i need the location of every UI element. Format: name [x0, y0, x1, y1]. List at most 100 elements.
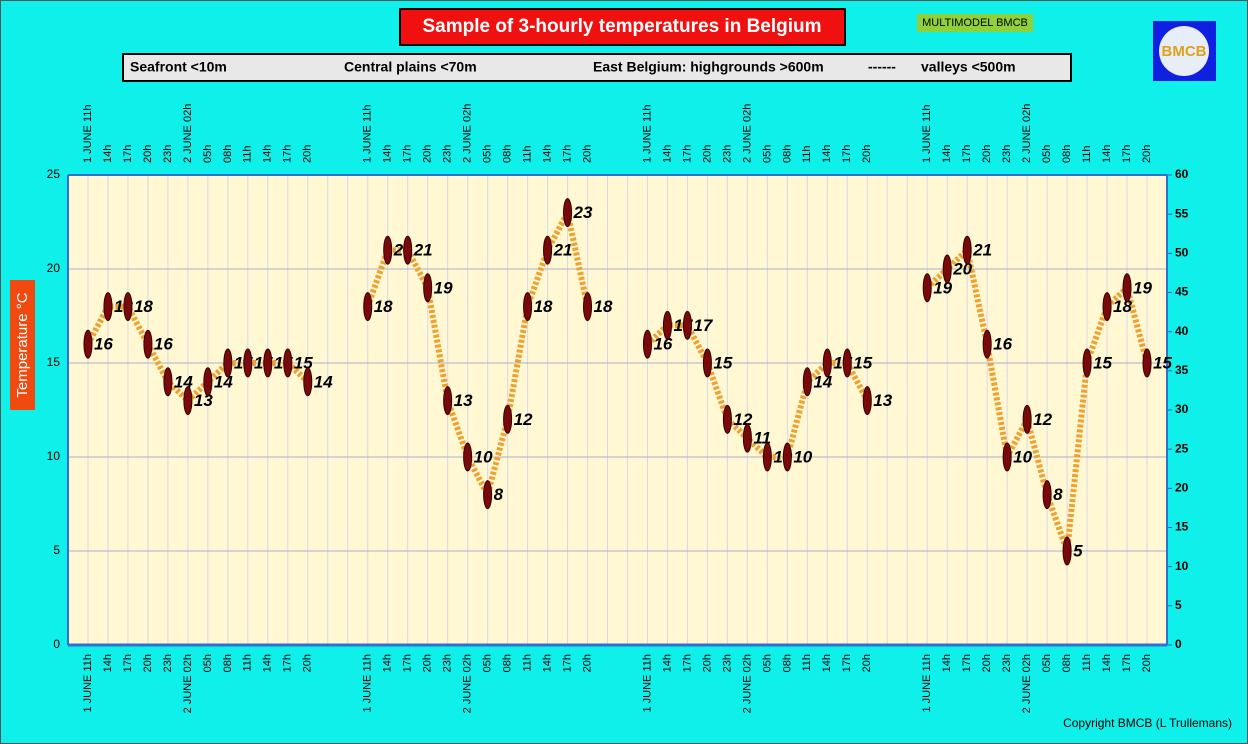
x-tick-label-top: 14h: [541, 145, 553, 163]
x-tick-label-bottom: 20h: [981, 654, 993, 672]
x-tick-label-bottom: 2 JUNE 02h: [182, 654, 194, 713]
x-tick-label-top: 17h: [122, 145, 134, 163]
marker: [1062, 536, 1072, 566]
data-label: 17: [693, 316, 713, 335]
logo-text: BMCB: [1162, 43, 1207, 60]
data-label: 10: [793, 447, 812, 466]
marker: [523, 292, 533, 322]
data-label: 15: [853, 353, 872, 372]
marker: [682, 310, 692, 340]
data-label: 19: [434, 278, 453, 297]
x-tick-label-top: 1 JUNE 11h: [362, 105, 374, 164]
x-tick-label-bottom: 20h: [701, 654, 713, 672]
legend-text: East Belgium: highgrounds >600m: [593, 59, 824, 75]
y2-tick-label: 25: [1175, 441, 1189, 455]
x-tick-label-top: 11h: [1081, 145, 1093, 163]
x-tick-label-top: 08h: [781, 145, 793, 163]
x-tick-label-top: 05h: [482, 145, 494, 163]
marker: [443, 386, 453, 416]
x-tick-label-top: 17h: [841, 145, 853, 163]
marker: [363, 292, 373, 322]
plot-area: [67, 174, 1168, 646]
data-label: 16: [993, 335, 1012, 354]
x-tick-label-top: 14h: [661, 145, 673, 163]
y-tick-label: 0: [53, 637, 60, 651]
marker: [762, 442, 772, 472]
marker: [922, 273, 932, 303]
data-label: 8: [494, 485, 504, 504]
x-tick-label-top: 05h: [1041, 145, 1053, 163]
marker: [842, 348, 852, 378]
x-tick-label-bottom: 20h: [302, 654, 314, 672]
x-tick-label-bottom: 1 JUNE 11h: [362, 654, 374, 713]
x-tick-label-top: 2 JUNE 02h: [1021, 104, 1033, 163]
data-label: 5: [1073, 541, 1083, 560]
data-label: 15: [294, 353, 313, 372]
data-label: 14: [314, 372, 333, 391]
marker: [1142, 348, 1152, 378]
x-tick-label-top: 20h: [701, 145, 713, 163]
marker: [742, 423, 752, 453]
x-tick-label-bottom: 1 JUNE 11h: [921, 654, 933, 713]
x-tick-label-top: 17h: [282, 145, 294, 163]
data-label: 16: [154, 335, 173, 354]
y-axis-label: Temperature °C: [14, 292, 31, 397]
marker: [942, 254, 952, 284]
marker: [1002, 442, 1012, 472]
x-tick-label-bottom: 11h: [521, 654, 533, 672]
x-tick-label-top: 20h: [302, 145, 314, 163]
marker: [563, 198, 573, 228]
y2-tick-label: 35: [1175, 363, 1189, 377]
marker: [223, 348, 233, 378]
marker: [123, 292, 133, 322]
x-tick-label-bottom: 20h: [142, 654, 154, 672]
marker: [503, 404, 513, 434]
x-tick-label-top: 11h: [242, 145, 254, 163]
x-tick-label-bottom: 2 JUNE 02h: [1021, 654, 1033, 713]
x-tick-label-bottom: 14h: [102, 654, 114, 672]
data-label: 16: [94, 335, 113, 354]
marker: [203, 367, 213, 397]
legend-text: valleys <500m: [921, 59, 1016, 75]
x-tick-label-bottom: 20h: [422, 654, 434, 672]
x-tick-label-top: 08h: [1061, 145, 1073, 163]
x-tick-label-bottom: 20h: [1141, 654, 1153, 672]
marker: [1102, 292, 1112, 322]
legend-text: Seafront <10m: [130, 59, 227, 75]
x-tick-label-top: 1 JUNE 11h: [82, 105, 94, 164]
marker: [662, 310, 672, 340]
y-tick-label: 20: [47, 261, 61, 275]
marker: [103, 292, 113, 322]
x-tick-label-bottom: 14h: [1101, 654, 1113, 672]
marker: [543, 235, 553, 265]
marker: [263, 348, 273, 378]
marker: [1022, 404, 1032, 434]
x-tick-label-top: 14h: [102, 145, 114, 163]
x-tick-label-top: 05h: [761, 145, 773, 163]
marker: [143, 329, 153, 359]
x-tick-label-top: 2 JUNE 02h: [462, 104, 474, 163]
x-tick-label-top: 17h: [961, 145, 973, 163]
y2-tick-label: 60: [1175, 167, 1189, 181]
data-label: 18: [534, 297, 553, 316]
marker: [822, 348, 832, 378]
x-tick-label-bottom: 17h: [681, 654, 693, 672]
x-tick-label-bottom: 1 JUNE 11h: [82, 654, 94, 713]
badge-box: [917, 14, 1033, 32]
x-tick-label-top: 14h: [262, 145, 274, 163]
x-tick-label-bottom: 17h: [961, 654, 973, 672]
x-tick-label-top: 17h: [681, 145, 693, 163]
x-tick-label-bottom: 23h: [442, 654, 454, 672]
x-tick-label-bottom: 17h: [561, 654, 573, 672]
data-label: 21: [413, 241, 433, 260]
y2-tick-label: 40: [1175, 324, 1189, 338]
x-tick-label-top: 11h: [521, 145, 533, 163]
marker: [962, 235, 972, 265]
x-tick-label-top: 14h: [1101, 145, 1113, 163]
legend-bar: [122, 53, 1072, 82]
x-tick-label-top: 08h: [222, 145, 234, 163]
y2-tick-label: 50: [1175, 246, 1189, 260]
marker: [583, 292, 593, 322]
marker: [1122, 273, 1132, 303]
